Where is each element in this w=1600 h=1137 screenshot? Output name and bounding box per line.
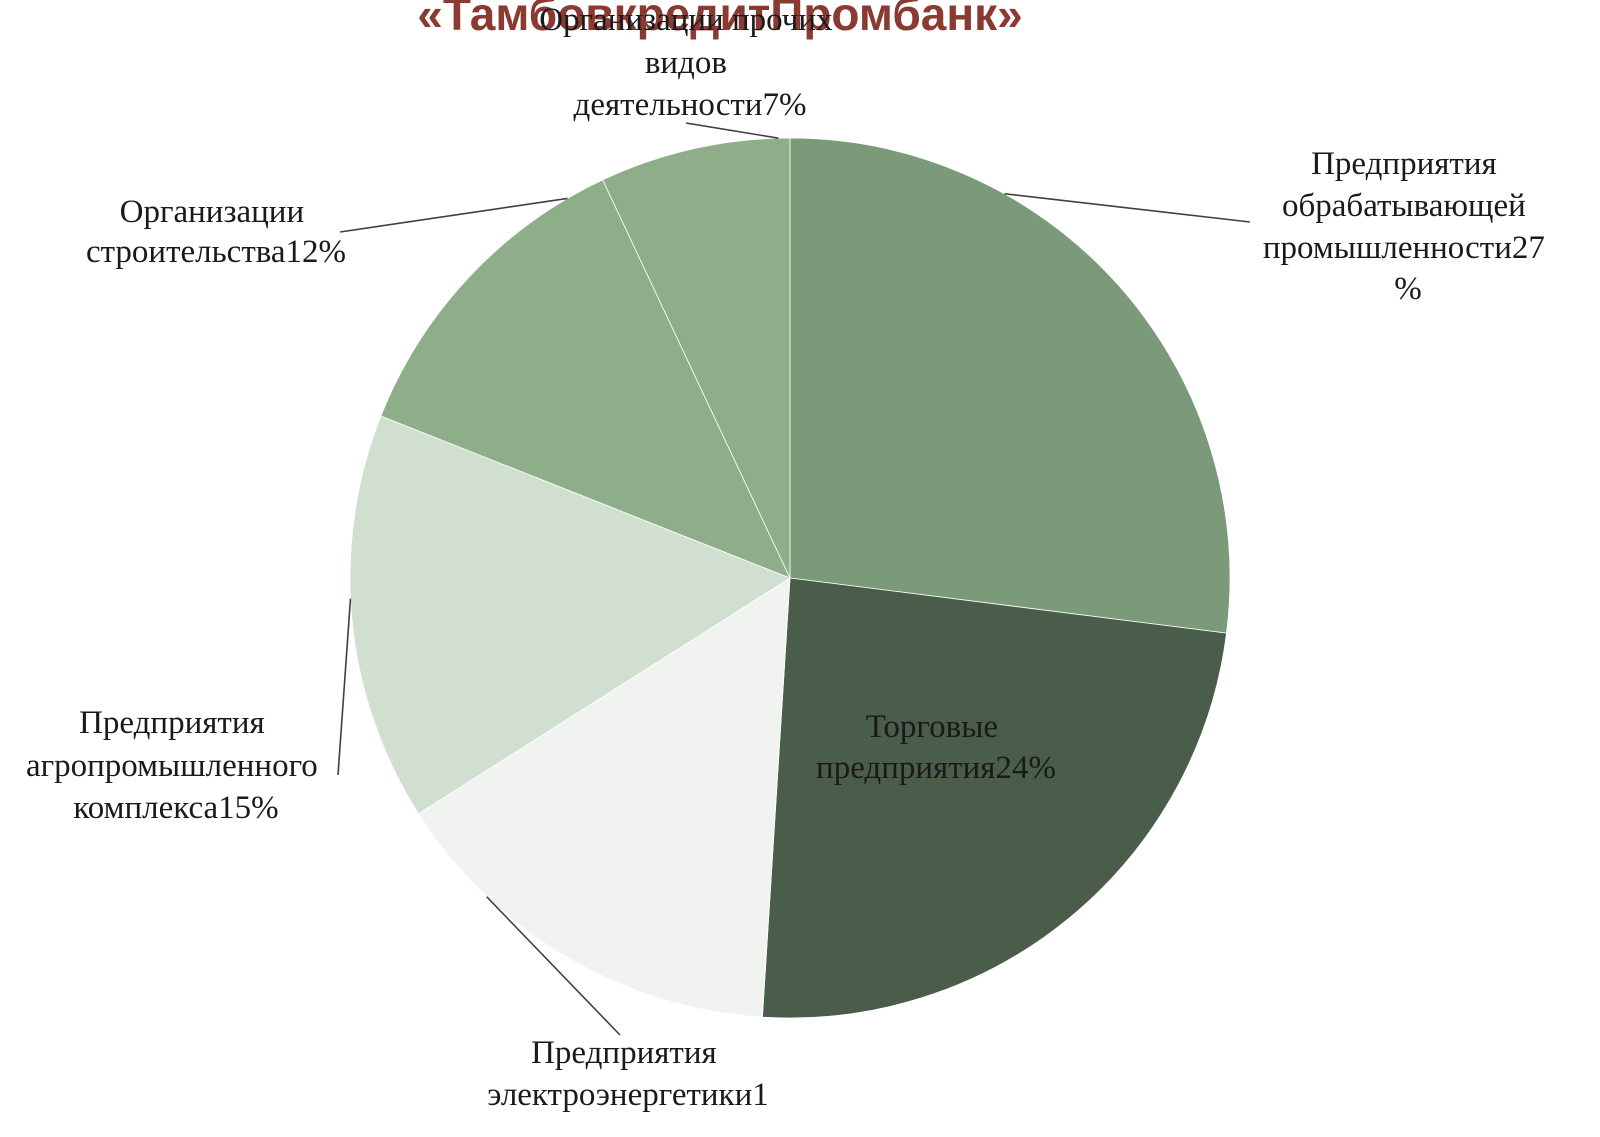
slice-label-other-activities-line-3: деятельности7%: [574, 87, 807, 123]
slice-label-other-activities-line-1: Организации прочих: [539, 2, 833, 38]
pie-slice-other-activities: [602, 137, 791, 579]
slice-label-manufacturing-line-2: обрабатывающей: [1282, 188, 1526, 224]
slice-label-manufacturing-line-4: %: [1394, 271, 1422, 307]
slice-label-construction-line-2: строительства12%: [86, 234, 346, 270]
slice-label-other-activities-line-2: видов: [645, 45, 727, 81]
slice-label-manufacturing-line-3: промышленности27: [1263, 230, 1545, 266]
slice-label-trade: Торговые предприятия24%: [816, 709, 1056, 786]
pie-slices: [349, 137, 1231, 1019]
pie-slice-agro-industrial: [349, 415, 791, 815]
leader-line-other-activities: [685, 122, 779, 139]
leader-line-manufacturing: [1004, 192, 1251, 223]
slice-label-manufacturing-line-1: Предприятия: [1311, 146, 1497, 182]
slice-label-construction-line-1: Организации: [120, 194, 305, 230]
slice-label-trade-line-1: Торговые: [866, 709, 998, 745]
slide-title: «ТамбовкредитПромбанк»: [417, 0, 1023, 40]
slice-label-manufacturing: Предприятия обрабатывающей промышленност…: [1263, 146, 1553, 307]
pie-slice-manufacturing: [789, 137, 1231, 634]
slice-label-electric-power-line-1: Предприятия: [531, 1035, 717, 1071]
leader-lines: [337, 122, 1251, 1036]
slice-label-electric-power: Предприятия электроэнергетики1: [487, 1035, 769, 1113]
slice-label-agro-industrial-line-1: Предприятия: [79, 705, 265, 741]
pie-slice-trade: [761, 577, 1227, 1019]
slice-label-trade-line-2: предприятия24%: [816, 750, 1056, 786]
pie-slice-electric-power: [417, 577, 791, 1018]
slice-label-other-activities: Организации прочих видов деятельности7%: [539, 2, 841, 123]
slice-label-agro-industrial-line-2: агропромышленного: [26, 748, 318, 784]
leader-line-agro-industrial: [337, 598, 352, 776]
leader-line-construction: [339, 197, 568, 233]
leader-line-electric-power: [486, 896, 621, 1036]
pie-slice-construction: [380, 179, 791, 579]
slice-label-agro-industrial: Предприятия агропромышленного комплекса1…: [26, 705, 326, 826]
slice-label-electric-power-line-2: электроэнергетики1: [487, 1077, 769, 1113]
slice-label-construction: Организации строительства12%: [86, 194, 346, 270]
slice-label-agro-industrial-line-3: комплекса15%: [73, 790, 278, 826]
